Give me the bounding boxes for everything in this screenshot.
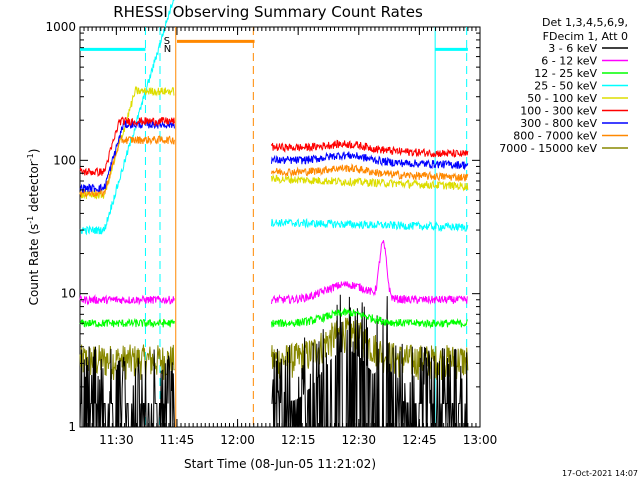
legend-label: 300 - 800 keV — [520, 117, 597, 130]
legend-label: 7000 - 15000 keV — [499, 142, 597, 155]
series-line — [271, 151, 469, 171]
x-tick-label: 13:00 — [463, 433, 498, 447]
series-line — [271, 139, 469, 158]
legend: Det 1,3,4,5,6,9, FDecim 1, Att 0 3 - 6 k… — [499, 16, 628, 155]
legend-header-line-2: FDecim 1, Att 0 — [543, 30, 628, 43]
series-line — [79, 0, 175, 236]
y-tick-label: 10 — [61, 287, 76, 301]
x-tick-label: 12:15 — [281, 433, 316, 447]
series-line — [271, 294, 468, 428]
y-tick-label: 1000 — [45, 20, 76, 34]
series-line — [79, 293, 175, 306]
x-tick-label: 12:00 — [220, 433, 255, 447]
saa-flag-label: S — [164, 36, 170, 47]
series-line — [271, 174, 469, 192]
legend-label: 100 - 300 keV — [520, 105, 597, 118]
series-line — [79, 317, 175, 328]
legend-label: 3 - 6 keV — [548, 42, 597, 55]
y-axis-label-main: Count Rate (s — [27, 224, 41, 306]
x-tick-label: 12:45 — [402, 433, 437, 447]
series-line — [271, 240, 468, 305]
series-line — [271, 307, 468, 329]
y-axis-label-sup1: -1 — [26, 216, 35, 224]
x-tick-label: 12:30 — [341, 433, 376, 447]
legend-label: 6 - 12 keV — [541, 55, 597, 68]
x-tick-label: 11:45 — [160, 433, 195, 447]
timestamp: 17-Oct-2021 14:07 — [562, 469, 638, 478]
x-axis-label: Start Time (08-Jun-05 11:21:02) — [184, 457, 376, 471]
y-axis-label: Count Rate (s-1 detector-1) — [26, 149, 41, 306]
legend-label: 800 - 7000 keV — [513, 130, 597, 143]
x-tick-label: 11:30 — [99, 433, 134, 447]
series-layer — [79, 0, 469, 428]
legend-label: 50 - 100 keV — [527, 92, 597, 105]
series-line — [79, 116, 175, 178]
chart-title: RHESSI Observing Summary Count Rates — [113, 3, 423, 21]
y-axis-label-mid: detector — [27, 161, 41, 216]
y-tick-label: 100 — [53, 153, 76, 167]
legend-label: 12 - 25 keV — [534, 67, 597, 80]
series-line — [79, 135, 175, 198]
x-axis: 11:30 11:45 12:00 12:15 12:30 12:45 13:00 — [79, 27, 498, 447]
series-line — [271, 163, 469, 183]
legend-label: 25 - 50 keV — [534, 80, 597, 93]
series-line — [271, 217, 469, 233]
saa-flag-label: N — [164, 44, 171, 55]
legend-header-line-1: Det 1,3,4,5,6,9, — [542, 16, 628, 29]
series-line — [79, 346, 175, 428]
y-axis-label-end: ) — [27, 149, 41, 154]
y-tick-label: 1 — [68, 420, 76, 434]
y-axis-label-sup2: -1 — [26, 153, 35, 161]
y-axis: 1 10 100 1000 — [45, 20, 480, 434]
